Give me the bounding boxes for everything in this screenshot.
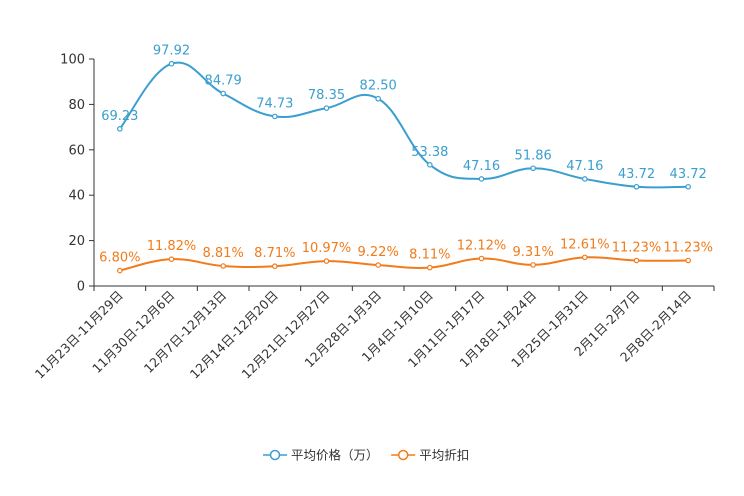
y-tick-label: 80 — [68, 98, 85, 113]
data-point — [272, 113, 278, 120]
data-point — [220, 263, 226, 269]
data-label: 11.23% — [663, 241, 713, 256]
data-point — [375, 262, 381, 268]
data-label: 12.12% — [457, 238, 507, 253]
data-label: 84.79 — [205, 74, 242, 89]
data-point — [375, 95, 381, 102]
data-label: 43.72 — [670, 167, 707, 182]
data-label: 9.31% — [513, 245, 554, 260]
data-label: 9.22% — [358, 245, 399, 260]
data-label: 74.73 — [256, 96, 293, 111]
axes: 02040608010011月23日-11月29日11月30日-12月6日12月… — [32, 53, 715, 382]
data-label: 47.16 — [463, 159, 500, 174]
data-label: 8.71% — [254, 246, 295, 261]
legend-marker — [269, 449, 281, 461]
data-label: 53.38 — [411, 145, 448, 160]
legend-marker — [397, 449, 409, 461]
data-label: 11.82% — [147, 239, 197, 254]
x-tick-label: 12月21日-12月27日 — [238, 288, 332, 382]
y-tick-label: 100 — [60, 53, 85, 68]
series-2: 6.80% 11.82% 8.81% 8.71% 10.97% 9.22% 8.11% 12.… — [99, 237, 713, 274]
y-tick-label: 0 — [77, 280, 85, 295]
data-point — [530, 165, 536, 172]
data-point — [582, 176, 588, 182]
data-label: 78.35 — [308, 88, 345, 103]
series-line — [119, 256, 689, 272]
legend-label: 平均价格（万） — [291, 448, 379, 463]
y-tick-label: 60 — [68, 143, 85, 158]
legend-item-1: 平均价格（万） — [263, 448, 379, 463]
data-label: 51.86 — [515, 148, 552, 163]
data-label: 6.80% — [99, 251, 140, 266]
data-label: 43.72 — [618, 167, 655, 182]
data-point — [478, 255, 485, 262]
x-tick-label: 11月23日-11月29日 — [32, 288, 126, 382]
data-label: 47.16 — [566, 159, 603, 174]
y-tick-label: 40 — [68, 189, 85, 204]
data-point — [427, 162, 433, 168]
data-point — [685, 183, 691, 190]
data-point — [633, 257, 640, 264]
data-label: 8.11% — [409, 248, 450, 263]
data-label: 8.81% — [203, 246, 244, 261]
data-point — [220, 90, 226, 97]
data-label: 97.92 — [153, 44, 190, 59]
data-point — [323, 258, 330, 264]
data-point — [685, 257, 691, 264]
data-point — [168, 60, 175, 67]
legend: 平均价格（万） 平均折扣 — [263, 448, 469, 463]
data-point — [117, 267, 123, 274]
data-point — [117, 126, 123, 132]
x-tick-label: 12月14日-12月20日 — [187, 288, 281, 382]
data-point — [272, 263, 278, 270]
data-point — [478, 176, 485, 182]
series-layer: 69.23 97.92 84.79 74.73 78.35 82.50 53.38 47.16… — [99, 44, 713, 274]
y-tick-label: 20 — [68, 234, 85, 249]
data-point — [427, 264, 433, 271]
data-point — [582, 254, 588, 261]
legend-item-2: 平均折扣 — [391, 448, 469, 463]
data-label: 10.97% — [302, 241, 352, 256]
data-point — [323, 105, 330, 111]
legend-label: 平均折扣 — [419, 448, 469, 463]
data-label: 69.23 — [101, 109, 138, 124]
data-label: 12.61% — [560, 237, 610, 252]
data-label: 11.23% — [612, 241, 662, 256]
data-point — [168, 256, 175, 262]
data-point — [633, 183, 640, 190]
data-point — [530, 262, 536, 268]
data-label: 82.50 — [360, 79, 397, 94]
series-1: 69.23 97.92 84.79 74.73 78.35 82.50 53.38 47.16… — [101, 44, 707, 190]
